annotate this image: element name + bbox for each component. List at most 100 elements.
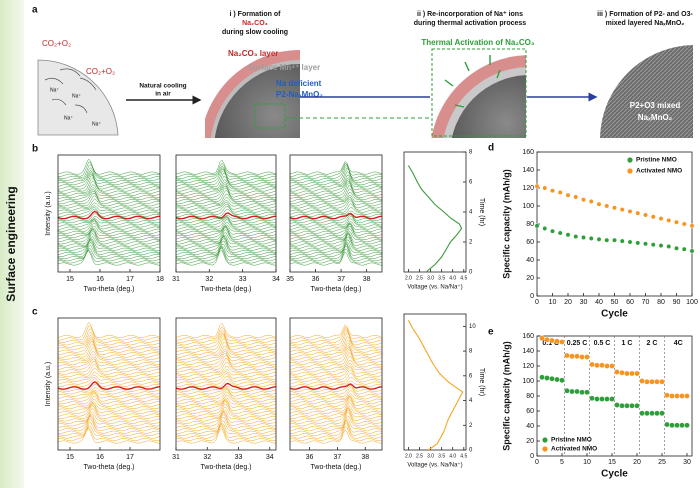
data-point (644, 410, 650, 417)
data-point (634, 402, 640, 409)
data-point (669, 422, 675, 429)
xrd-curve (175, 382, 277, 390)
xrd-curve (57, 167, 161, 181)
x-tick-label: 37 (337, 276, 345, 283)
x-tick-label: 31 (172, 454, 180, 461)
x-tick-label: 17 (126, 454, 134, 461)
xrd-curve (289, 246, 383, 262)
step-title: i ) Formation of (230, 11, 282, 18)
xrd-curve (175, 413, 277, 429)
y-tick-label: 0 (469, 448, 473, 454)
xrd-curve (57, 187, 161, 198)
y-axis-label: Intensity (a.u.) (45, 362, 52, 406)
xrd-curve (175, 387, 277, 395)
data-point (584, 354, 590, 360)
xrd-curve (289, 200, 383, 211)
data-point (658, 243, 664, 249)
xrd-curve (57, 190, 161, 203)
xrd-curve (175, 229, 277, 243)
product-label: NaₓMnO₂ (638, 113, 673, 122)
plot-frame (403, 313, 467, 451)
data-point (674, 245, 679, 251)
rate-label: 0.5 C (594, 340, 611, 347)
xrd-curve (289, 390, 383, 400)
xrd-curve (57, 371, 161, 380)
x-axis-label: Two-theta (deg.) (311, 286, 362, 293)
data-point (565, 232, 571, 238)
xrd-curve (289, 324, 383, 338)
xrd-curve (57, 393, 161, 405)
data-point (581, 235, 586, 240)
panel-label: e (488, 327, 494, 338)
xrd-curve (289, 326, 383, 341)
legend-marker (542, 437, 548, 443)
data-point (664, 392, 670, 399)
data-point (588, 235, 594, 241)
xrd-curve (175, 368, 277, 378)
xrd-curve (57, 325, 161, 341)
x-axis-label: Voltage (vs. Na/Na⁺) (407, 462, 462, 469)
xrd-curve (176, 391, 277, 402)
data-point (650, 214, 656, 220)
xrd-curve (57, 387, 161, 395)
xrd-curve (57, 360, 161, 373)
layer-label: Na deficient (276, 79, 322, 88)
data-point (689, 223, 695, 229)
xrd-curve (175, 422, 277, 437)
xrd-curve (289, 198, 383, 209)
xrd-curve (289, 212, 383, 220)
xrd-curve (175, 375, 277, 385)
data-point (629, 370, 635, 377)
x-tick-label: 32 (205, 276, 213, 283)
data-point (659, 410, 665, 417)
xrd-curve (289, 232, 383, 245)
data-point (542, 185, 548, 191)
data-point (659, 378, 665, 385)
xrd-curve (289, 408, 383, 422)
xrd-curve (289, 387, 382, 397)
xrd-curve (175, 361, 277, 373)
x-tick-label: 34 (266, 454, 274, 461)
xrd-curve (58, 219, 161, 230)
y-tick-label: 10 (469, 324, 476, 330)
xrd-curve (289, 224, 383, 236)
x-tick-label: 2.0 (405, 453, 412, 459)
xrd-curve (290, 220, 383, 230)
ion-label: Na⁺ (72, 93, 81, 99)
xrd-curve (175, 423, 277, 439)
xrd-curve (175, 416, 277, 432)
xrd-curve (57, 241, 161, 257)
xrd-curve (175, 348, 277, 360)
xrd-curve (175, 372, 277, 383)
y-tick-label: 6 (469, 180, 473, 186)
xrd-curve (289, 352, 383, 365)
xrd-curve (289, 376, 383, 385)
x-tick-label: 18 (156, 276, 164, 283)
xrd-curve (289, 346, 383, 360)
xrd-curve (289, 197, 383, 207)
step-title: during slow cooling (222, 29, 288, 36)
xrd-curve (57, 421, 161, 437)
xrd-curve (175, 187, 277, 200)
plot-frame (403, 151, 467, 273)
xrd-curve (175, 425, 277, 441)
data-point (654, 410, 660, 417)
xrd-curve (289, 203, 383, 213)
data-point (599, 362, 605, 369)
x-tick-label: 2.5 (416, 453, 423, 459)
x-tick-label: 15 (608, 459, 616, 466)
xrd-curve (175, 403, 277, 417)
xrd-curve (58, 334, 161, 348)
layer-label: Na₂CO₃ layer (228, 49, 278, 58)
xrd-curve (176, 169, 277, 184)
x-tick-label: 30 (580, 299, 588, 306)
plot-frame (57, 154, 161, 273)
data-point (681, 221, 687, 227)
xrd-curve (57, 216, 161, 224)
xrd-curve (57, 378, 161, 387)
data-point (674, 219, 679, 225)
xrd-curve (57, 250, 161, 266)
x-tick-label: 4.5 (460, 453, 467, 459)
xrd-curve (57, 158, 161, 175)
